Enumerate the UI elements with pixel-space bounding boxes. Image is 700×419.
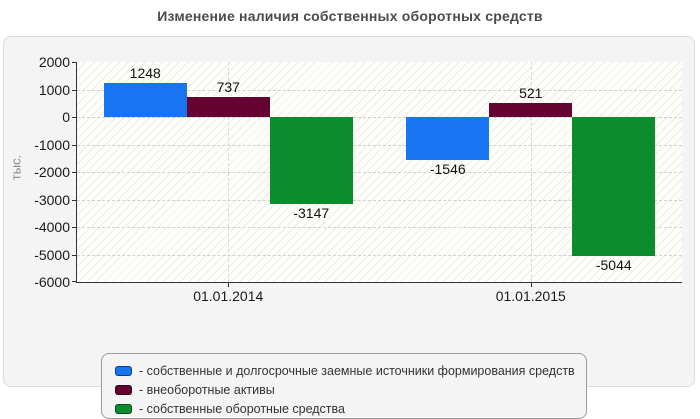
y-tick-label: -5000 [34,246,70,263]
y-tick-mark [72,199,77,201]
y-tick-label: -3000 [34,191,70,208]
x-tick-label: 01.01.2014 [193,288,264,304]
legend-swatch [115,365,132,376]
bar-value-label: 521 [519,84,543,101]
h-gridline [77,117,682,118]
h-gridline [77,227,682,228]
bar [186,96,270,117]
legend-swatch [115,403,132,414]
bar [269,117,353,204]
h-gridline [77,144,682,146]
y-tick-label: 0 [62,109,70,125]
h-gridline [77,199,682,201]
legend-item: - собственные оборотные средства [115,399,586,418]
bar-value-label: 737 [216,78,240,95]
y-tick-mark [72,117,77,118]
h-gridline [77,89,682,91]
bar [406,117,490,160]
x-axis: 01.01.2014 01.01.2015 [77,288,682,306]
bar-value-label: -3147 [293,204,330,221]
v-gridline [530,62,532,282]
h-gridline [77,254,682,256]
y-tick-label: -2000 [34,164,70,180]
x-tick-mark [530,282,532,287]
y-tick-mark [72,172,77,173]
bar-value-label: 1248 [129,64,161,81]
legend-swatch [115,384,132,395]
bar [572,117,656,256]
y-tick-mark [72,254,77,256]
legend-label: - внеоборотные активы [139,382,275,397]
y-tick-mark [72,227,77,228]
bar-value-label: -5044 [595,256,632,273]
legend-label: - собственные и долгосрочные заемные ист… [139,363,575,378]
legend: - собственные и долгосрочные заемные ист… [101,353,587,419]
y-tick-label: 1000 [38,81,70,98]
y-tick-label: -1000 [34,136,70,153]
x-tick-label: 01.01.2015 [495,288,566,304]
v-gridline [228,62,230,282]
legend-item: - внеоборотные активы [115,380,586,399]
bar-value-label: -1546 [429,160,466,177]
y-tick-label: -6000 [34,274,70,290]
x-tick-mark [228,282,230,287]
bar [489,102,573,117]
plot-area: 1248 737 -3147 -1546 521 -5044 [72,62,682,287]
y-tick-label: 2000 [38,54,70,70]
y-tick-mark [72,281,77,282]
y-tick-label: -4000 [34,219,70,235]
h-gridline [77,172,682,173]
legend-item: - собственные и долгосрочные заемные ист… [115,361,586,380]
y-axis: 2000 1000 0 -1000 -2000 -3000 -4000 -5000 -6000 [16,54,70,290]
y-tick-mark [72,144,77,146]
legend-label: - собственные оборотные средства [139,401,345,416]
chart-title: Изменение наличия собственных оборотных … [157,8,543,24]
bar [103,82,187,117]
y-tick-mark [72,62,77,63]
y-tick-mark [72,89,77,91]
